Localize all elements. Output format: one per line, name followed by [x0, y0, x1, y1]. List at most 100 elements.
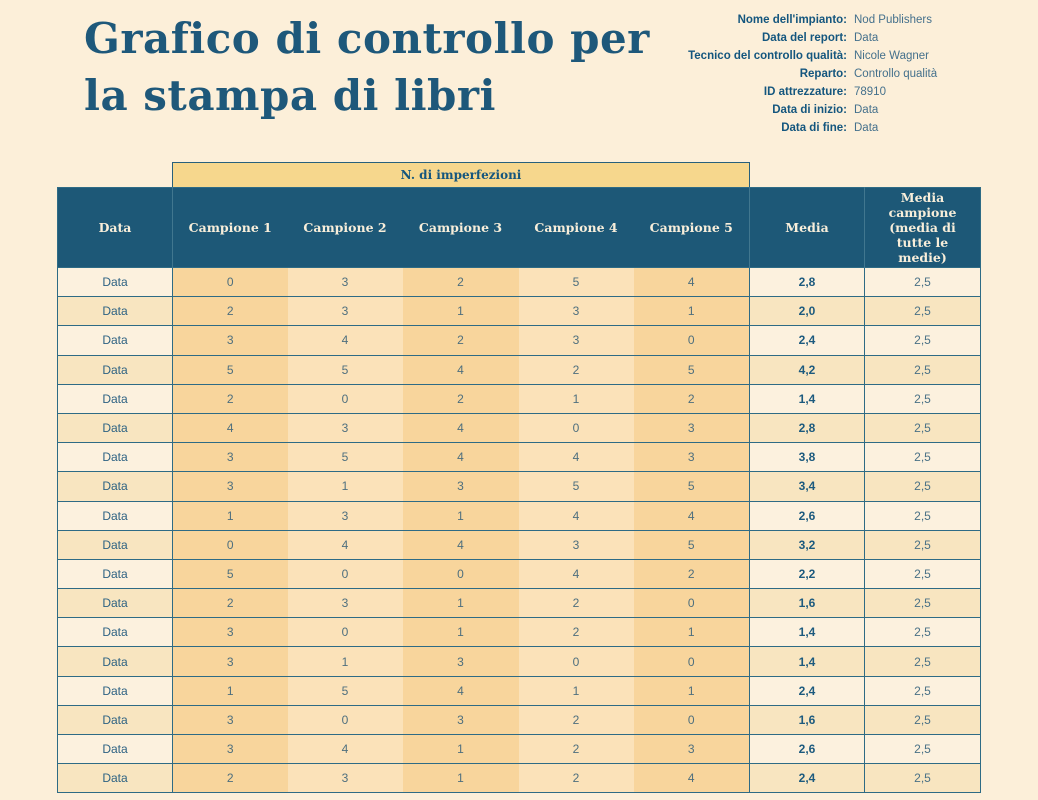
sample-cell-3: 1: [402, 733, 519, 764]
media-cell: 4,2: [749, 354, 865, 385]
media-cell: 2,8: [749, 412, 865, 443]
sample-cell-3: 4: [402, 442, 519, 472]
col-header-media-campione: Media campione (media di tutte le medie): [864, 187, 981, 268]
sample-cell-5: 5: [633, 529, 750, 560]
media-cell: 1,4: [749, 383, 865, 414]
sample-cell-1: 2: [172, 296, 288, 326]
sample-cell-4: 2: [518, 354, 634, 385]
table-body: Data 0 3 2 5 4 2,8 2,5 Data 2 3 1 3 1 2,0 2,5 Data 3 4 2 3 0 2…: [57, 266, 981, 793]
media-cell: 2,4: [749, 675, 865, 706]
sample-cell-4: 0: [518, 412, 634, 443]
sample-cell-1: 1: [172, 675, 288, 706]
sample-cell-5: 0: [633, 588, 750, 618]
media-cell: 1,6: [749, 588, 865, 618]
page-title-line2: la stampa di libri: [84, 71, 496, 120]
media-cell: 1,4: [749, 617, 865, 647]
sample-cell-4: 2: [518, 588, 634, 618]
sample-cell-4: 1: [518, 675, 634, 706]
sample-cell-4: 3: [518, 529, 634, 560]
sample-cell-5: 4: [633, 763, 750, 793]
sample-cell-2: 3: [287, 763, 403, 793]
table-row: Data 3 0 3 2 0 1,6 2,5: [57, 704, 981, 735]
media-cell: 2,8: [749, 266, 865, 297]
sample-cell-1: 5: [172, 558, 288, 589]
table-row: Data 2 3 1 2 0 1,6 2,5: [57, 588, 981, 618]
sample-cell-3: 3: [402, 471, 519, 501]
sample-cell-3: 4: [402, 529, 519, 560]
sample-cell-1: 2: [172, 588, 288, 618]
media-campione-cell: 2,5: [864, 412, 981, 443]
sample-cell-4: 1: [518, 383, 634, 414]
sample-cell-5: 0: [633, 646, 750, 677]
media-cell: 2,6: [749, 733, 865, 764]
media-cell: 2,6: [749, 500, 865, 531]
col-header-campione-1: Campione 1: [172, 187, 288, 268]
sample-cell-1: 0: [172, 529, 288, 560]
sample-cell-3: 0: [402, 558, 519, 589]
sample-cell-3: 2: [402, 383, 519, 414]
col-header-media: Media: [749, 187, 865, 268]
info-label-department: Reparto:: [799, 68, 847, 80]
sample-cell-1: 3: [172, 325, 288, 356]
media-campione-cell: 2,5: [864, 763, 981, 793]
sample-cell-3: 4: [402, 354, 519, 385]
sample-cell-5: 0: [633, 704, 750, 735]
info-label-equipment-id: ID attrezzature:: [763, 86, 847, 98]
sample-cell-2: 0: [287, 704, 403, 735]
sample-cell-2: 0: [287, 383, 403, 414]
info-value-equipment-id: 78910: [854, 86, 886, 98]
sample-cell-2: 1: [287, 471, 403, 501]
date-cell: Data: [57, 325, 173, 356]
sample-cell-4: 2: [518, 733, 634, 764]
media-cell: 2,4: [749, 325, 865, 356]
date-cell: Data: [57, 442, 173, 472]
date-cell: Data: [57, 383, 173, 414]
control-chart-table: Data Campione 1 Campione 2 Campione 3 Ca…: [57, 187, 981, 794]
media-campione-cell: 2,5: [864, 500, 981, 531]
media-cell: 3,2: [749, 529, 865, 560]
info-value-plant: Nod Publishers: [854, 14, 932, 26]
media-cell: 2,4: [749, 763, 865, 793]
media-campione-cell: 2,5: [864, 704, 981, 735]
table-row: Data 4 3 4 0 3 2,8 2,5: [57, 412, 981, 443]
table-row: Data 0 3 2 5 4 2,8 2,5: [57, 266, 981, 297]
sample-cell-1: 5: [172, 354, 288, 385]
media-campione-cell: 2,5: [864, 296, 981, 326]
media-campione-cell: 2,5: [864, 354, 981, 385]
sample-cell-3: 1: [402, 763, 519, 793]
info-value-report-date: Data: [854, 32, 879, 44]
table-row: Data 0 4 4 3 5 3,2 2,5: [57, 529, 981, 560]
page-title: Grafico di controllo per la stampa di li…: [84, 10, 650, 124]
info-value-start-date: Data: [854, 104, 879, 116]
date-cell: Data: [57, 763, 173, 793]
header-row: Data Campione 1 Campione 2 Campione 3 Ca…: [57, 187, 981, 268]
media-cell: 3,4: [749, 471, 865, 501]
info-value-end-date: Data: [854, 122, 879, 134]
table-row: Data 1 5 4 1 1 2,4 2,5: [57, 675, 981, 706]
sample-cell-5: 1: [633, 675, 750, 706]
date-cell: Data: [57, 500, 173, 531]
col-header-campione-3: Campione 3: [402, 187, 519, 268]
sample-cell-2: 3: [287, 412, 403, 443]
media-cell: 1,6: [749, 704, 865, 735]
sample-cell-1: 2: [172, 383, 288, 414]
sample-cell-1: 0: [172, 266, 288, 297]
sample-cell-5: 4: [633, 266, 750, 297]
media-cell: 3,8: [749, 442, 865, 472]
date-cell: Data: [57, 558, 173, 589]
table-row: Data 3 4 1 2 3 2,6 2,5: [57, 733, 981, 764]
sample-cell-5: 0: [633, 325, 750, 356]
sample-cell-3: 2: [402, 325, 519, 356]
media-campione-cell: 2,5: [864, 529, 981, 560]
date-cell: Data: [57, 704, 173, 735]
info-label-report-date: Data del report:: [762, 32, 847, 44]
sample-cell-2: 3: [287, 588, 403, 618]
sample-cell-2: 5: [287, 675, 403, 706]
sample-cell-5: 5: [633, 471, 750, 501]
imperfections-band: N. di imperfezioni: [172, 162, 750, 188]
sample-cell-3: 4: [402, 675, 519, 706]
sample-cell-4: 4: [518, 442, 634, 472]
sample-cell-2: 3: [287, 266, 403, 297]
media-campione-cell: 2,5: [864, 383, 981, 414]
media-cell: 1,4: [749, 646, 865, 677]
